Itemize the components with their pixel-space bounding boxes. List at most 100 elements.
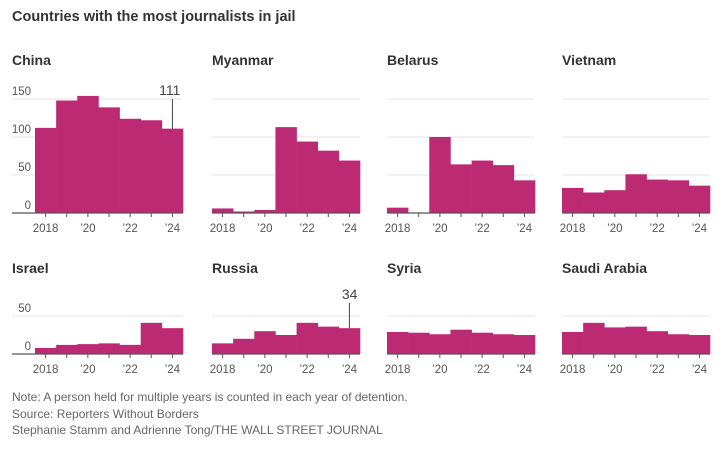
bar-2022 — [296, 141, 319, 213]
annotation-label: 34 — [342, 286, 358, 302]
bar-2023 — [140, 322, 163, 354]
bar-2020 — [604, 327, 626, 354]
bar-2018 — [387, 331, 409, 354]
bar-2021 — [98, 107, 120, 213]
bar-2018 — [212, 208, 234, 213]
x-tick-label: ’20 — [607, 223, 622, 235]
bar-2019 — [233, 211, 255, 213]
x-tick-label: ’20 — [257, 223, 272, 235]
bar-2023 — [140, 120, 163, 213]
panel-title: Belarus — [387, 52, 439, 68]
bar-2021 — [450, 164, 472, 213]
bar-2023 — [667, 180, 690, 213]
bar-2022 — [646, 179, 669, 213]
x-tick-label: ’20 — [80, 364, 95, 376]
credit-text: Stephanie Stamm and Adrienne Tong/THE WA… — [12, 423, 383, 437]
bar-2020 — [254, 331, 276, 354]
bar-2022 — [119, 344, 142, 354]
y-tick-label: 150 — [12, 86, 31, 98]
x-tick-label: 2018 — [210, 364, 236, 376]
x-tick-label: ’24 — [165, 364, 181, 376]
bar-2020 — [429, 334, 451, 354]
note-text: Note: A person held for multiple years i… — [12, 390, 408, 404]
bar-2021 — [450, 329, 472, 354]
x-tick-label: ’20 — [432, 364, 447, 376]
bar-2023 — [667, 334, 690, 354]
source-text: Source: Reporters Without Borders — [12, 406, 199, 421]
bar-2019 — [583, 322, 605, 354]
bar-2021 — [625, 326, 647, 354]
bar-2021 — [625, 174, 647, 213]
bar-2022 — [119, 118, 142, 213]
bar-2020 — [604, 190, 626, 213]
bar-2018 — [562, 331, 584, 354]
bar-2018 — [562, 187, 584, 213]
bar-2024 — [161, 328, 184, 354]
bar-2020 — [77, 344, 99, 354]
bar-2022 — [471, 160, 494, 213]
bar-2021 — [98, 343, 120, 354]
bar-2022 — [646, 331, 669, 354]
bar-2023 — [492, 334, 515, 354]
bar-2020 — [77, 95, 99, 213]
bar-2024 — [338, 160, 361, 213]
bar-2019 — [56, 100, 78, 213]
bar-2024 — [513, 335, 536, 354]
bar-2019 — [408, 332, 430, 354]
x-tick-label: ’20 — [607, 364, 622, 376]
bar-2018 — [387, 207, 409, 213]
x-tick-label: ’22 — [474, 364, 489, 376]
x-tick-label: 2018 — [560, 364, 586, 376]
panel-title: Syria — [387, 260, 421, 276]
chart-title: Countries with the most journalists in j… — [12, 9, 296, 25]
panel-title: Saudi Arabia — [562, 260, 647, 276]
x-tick-label: ’24 — [342, 223, 358, 235]
bar-2019 — [56, 344, 78, 354]
bar-2023 — [317, 150, 340, 213]
x-tick-label: 2018 — [33, 364, 59, 376]
x-tick-label: ’22 — [649, 223, 664, 235]
x-tick-label: 2018 — [210, 223, 236, 235]
x-tick-label: ’20 — [257, 364, 272, 376]
x-tick-label: 2018 — [385, 364, 411, 376]
bar-2022 — [296, 322, 319, 354]
panel-title: Vietnam — [562, 52, 616, 68]
panel-title: Israel — [12, 260, 49, 276]
bar-2018 — [35, 347, 57, 354]
bar-2022 — [471, 332, 494, 354]
bar-2018 — [212, 343, 234, 354]
bar-2018 — [35, 127, 57, 213]
bar-2024 — [161, 128, 184, 213]
y-tick-label: 0 — [25, 200, 31, 212]
x-tick-label: ’24 — [342, 364, 358, 376]
bar-2023 — [492, 165, 515, 213]
x-tick-label: 2018 — [560, 223, 586, 235]
bar-2024 — [338, 328, 361, 354]
bar-2019 — [233, 338, 255, 354]
x-tick-label: ’20 — [80, 223, 95, 235]
bar-2024 — [688, 335, 711, 354]
x-tick-label: ’22 — [299, 223, 314, 235]
x-tick-label: ’24 — [692, 364, 708, 376]
x-tick-label: ’24 — [165, 223, 181, 235]
bar-2020 — [429, 137, 451, 213]
panel-title: Russia — [212, 260, 258, 276]
bar-2024 — [513, 180, 536, 213]
x-tick-label: ’24 — [692, 223, 708, 235]
annotation-label: 111 — [159, 82, 180, 98]
y-tick-label: 50 — [18, 303, 31, 315]
x-tick-label: ’22 — [299, 364, 314, 376]
bar-2021 — [275, 127, 297, 213]
x-tick-label: ’22 — [649, 364, 664, 376]
x-tick-label: 2018 — [33, 223, 59, 235]
bar-2023 — [317, 326, 340, 354]
x-tick-label: ’20 — [432, 223, 447, 235]
x-tick-label: 2018 — [385, 223, 411, 235]
chart-notes: Note: A person held for multiple years i… — [12, 389, 408, 439]
y-tick-label: 0 — [25, 341, 31, 353]
x-tick-label: ’22 — [122, 223, 137, 235]
x-tick-label: ’24 — [517, 223, 533, 235]
bar-2024 — [688, 185, 711, 213]
